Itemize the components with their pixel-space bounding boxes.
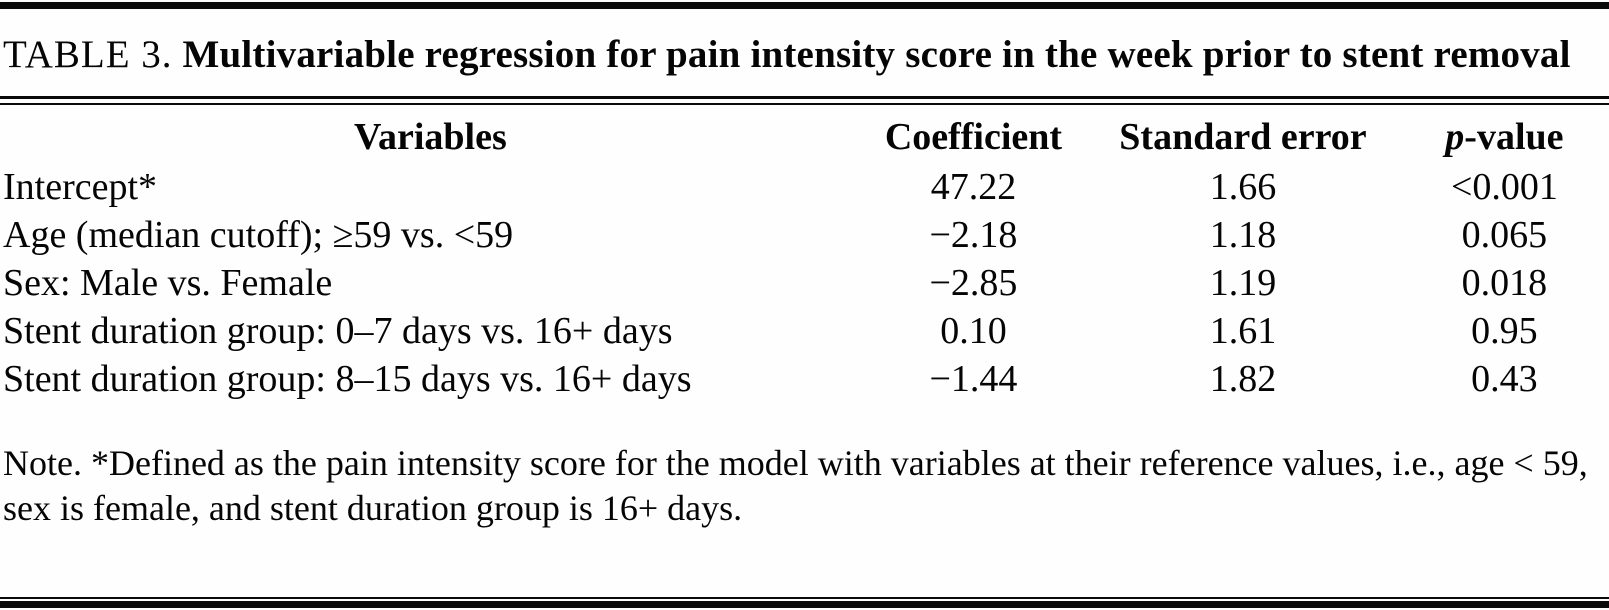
cell-coefficient: −1.44 (929, 358, 1018, 400)
title-double-rule (0, 96, 1609, 105)
bottom-thin-rule (0, 597, 1609, 599)
table-row: Intercept* 47.22 1.66 <0.001 (0, 163, 1609, 211)
cell-standard-error: 1.19 (1209, 262, 1277, 304)
cell-coefficient: 47.22 (930, 166, 1017, 208)
table-number-label: TABLE 3. (3, 33, 173, 76)
column-header-coefficient: Coefficient (884, 116, 1063, 158)
column-header-variables: Variables (354, 116, 507, 158)
table-row: Age (median cutoff); ≥59 vs. <59 −2.18 1… (0, 211, 1609, 259)
cell-variable: Stent duration group: 8–15 days vs. 16+ … (3, 358, 692, 400)
table-caption-text: Multivariable regression for pain intens… (182, 33, 1571, 76)
cell-coefficient: −2.85 (929, 262, 1018, 304)
cell-p-value: 0.065 (1461, 214, 1548, 256)
cell-standard-error: 1.82 (1209, 358, 1277, 400)
table-row: Stent duration group: 8–15 days vs. 16+ … (0, 355, 1609, 403)
p-value-italic-p: p (1445, 116, 1465, 158)
cell-variable: Sex: Male vs. Female (3, 262, 333, 304)
table-header-row: Variables Coefficient Standard error p-v… (0, 105, 1609, 163)
cell-variable: Stent duration group: 0–7 days vs. 16+ d… (3, 310, 673, 352)
table-title: TABLE 3. Multivariable regression for pa… (0, 30, 1609, 80)
table-row: Stent duration group: 0–7 days vs. 16+ d… (0, 307, 1609, 355)
cell-p-value: 0.43 (1471, 358, 1538, 400)
regression-results-table: Variables Coefficient Standard error p-v… (0, 105, 1609, 403)
bottom-thick-rule (0, 601, 1609, 608)
column-header-p-value: p-value (1400, 105, 1609, 163)
p-value-rest: -value (1464, 116, 1564, 158)
cell-p-value: <0.001 (1450, 166, 1558, 208)
cell-p-value: 0.018 (1461, 262, 1548, 304)
table-row: Sex: Male vs. Female −2.85 1.19 0.018 (0, 259, 1609, 307)
cell-p-value: 0.95 (1471, 310, 1538, 352)
column-header-standard-error: Standard error (1119, 116, 1367, 158)
cell-standard-error: 1.18 (1209, 214, 1277, 256)
cell-coefficient: −2.18 (929, 214, 1018, 256)
cell-standard-error: 1.66 (1209, 166, 1277, 208)
table-footnote: Note. *Defined as the pain intensity sco… (3, 443, 1588, 528)
cell-coefficient: 0.10 (940, 310, 1007, 352)
top-thick-rule (0, 2, 1609, 9)
cell-variable: Intercept* (3, 166, 158, 208)
cell-standard-error: 1.61 (1209, 310, 1277, 352)
cell-variable: Age (median cutoff); ≥59 vs. <59 (3, 214, 514, 256)
